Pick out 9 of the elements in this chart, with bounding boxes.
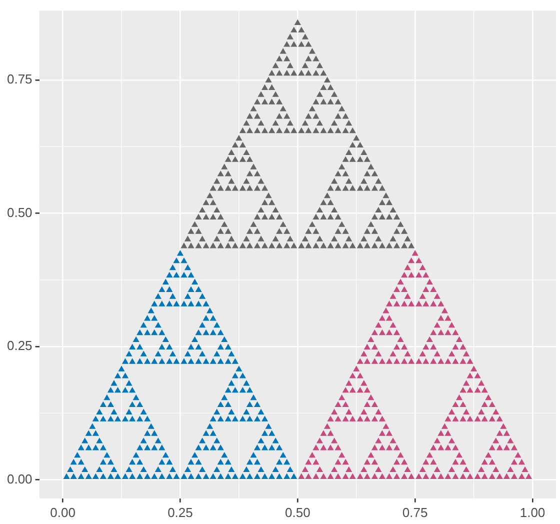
y-tick-label: 0.25 — [6, 338, 32, 354]
y-tick-label: 0.75 — [6, 72, 32, 87]
x-tick-label: 0.00 — [50, 504, 76, 520]
y-tick-label: 0.00 — [6, 471, 32, 486]
x-tick-label: 1.00 — [520, 504, 546, 520]
y-tick-label: 0.50 — [6, 204, 32, 220]
x-tick-label: 0.25 — [168, 504, 193, 520]
x-tick-label: 0.75 — [402, 504, 428, 520]
x-tick-label: 0.50 — [284, 504, 310, 520]
